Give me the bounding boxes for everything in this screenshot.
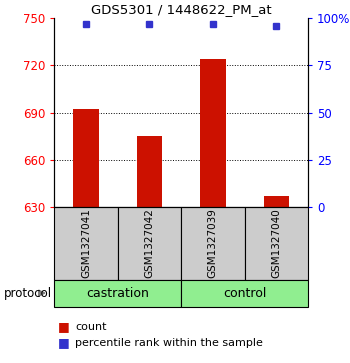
Text: GSM1327042: GSM1327042 [145, 208, 154, 278]
Text: percentile rank within the sample: percentile rank within the sample [75, 338, 263, 348]
Bar [54, 280, 181, 307]
Bar [245, 207, 308, 280]
Text: ■: ■ [58, 337, 70, 350]
Text: protocol: protocol [4, 287, 52, 299]
Bar [181, 280, 308, 307]
Bar [181, 207, 245, 280]
Bar [118, 207, 181, 280]
Bar [200, 59, 225, 207]
Bar [54, 207, 118, 280]
Bar [264, 196, 289, 207]
Text: control: control [223, 287, 266, 299]
Text: GSM1327039: GSM1327039 [208, 208, 218, 278]
Text: GSM1327040: GSM1327040 [271, 208, 281, 278]
Text: castration: castration [86, 287, 149, 299]
Bar [137, 136, 162, 207]
Bar [73, 109, 99, 207]
Text: ■: ■ [58, 320, 70, 333]
Text: GSM1327041: GSM1327041 [81, 208, 91, 278]
Text: count: count [75, 322, 107, 332]
Title: GDS5301 / 1448622_PM_at: GDS5301 / 1448622_PM_at [91, 3, 272, 16]
